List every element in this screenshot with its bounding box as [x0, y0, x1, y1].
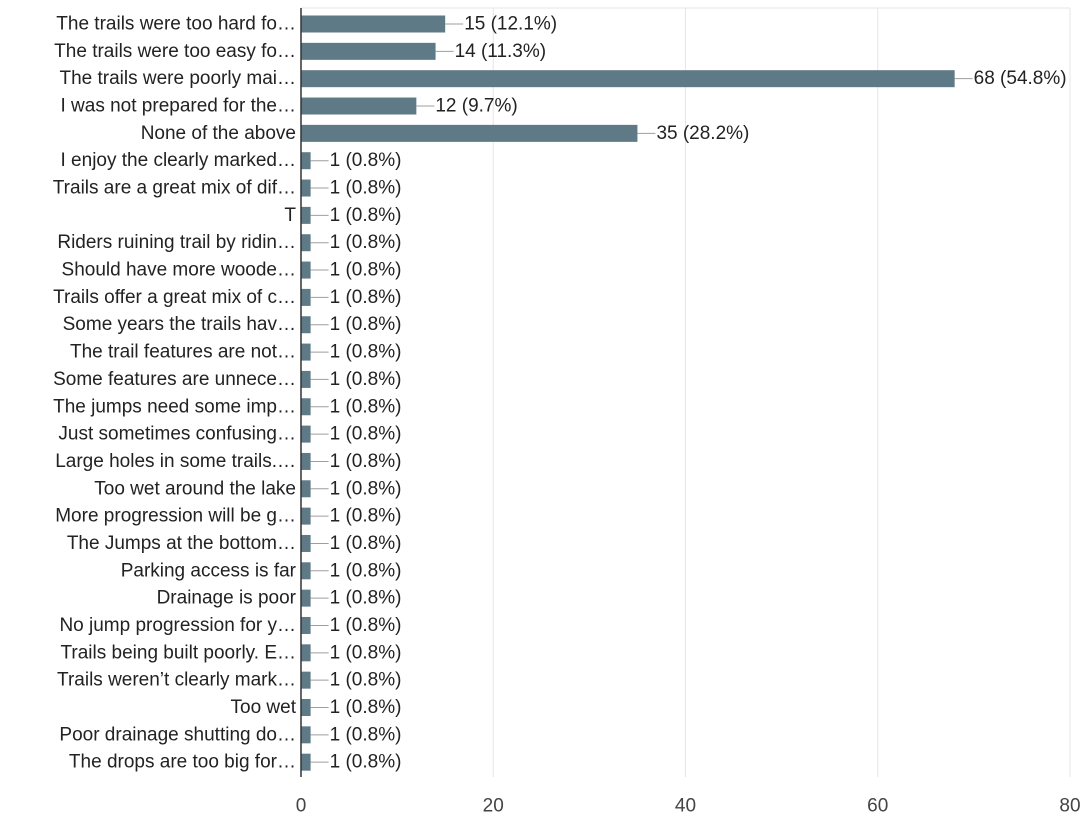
category-label: Some years the trails hav… — [63, 314, 296, 335]
value-label: 1 (0.8%) — [330, 396, 402, 417]
value-label: 1 (0.8%) — [330, 369, 402, 390]
value-label: 1 (0.8%) — [330, 506, 402, 527]
value-label: 1 (0.8%) — [330, 533, 402, 554]
category-label: Large holes in some trails.… — [55, 451, 296, 472]
value-label: 1 (0.8%) — [330, 314, 402, 335]
value-label: 35 (28.2%) — [656, 123, 749, 144]
category-label: Trails offer a great mix of c… — [53, 287, 296, 308]
bar — [301, 206, 311, 224]
bar — [301, 616, 311, 634]
value-label: 1 (0.8%) — [330, 752, 402, 773]
bar — [301, 124, 638, 142]
bar — [301, 179, 311, 197]
x-tick-label: 20 — [483, 796, 504, 817]
x-tick-label: 0 — [296, 796, 307, 817]
category-label: Poor drainage shutting do… — [59, 724, 296, 745]
bar — [301, 726, 311, 744]
value-label: 1 (0.8%) — [330, 697, 402, 718]
bar — [301, 316, 311, 334]
bar — [301, 261, 311, 279]
category-label: Too wet around the lake — [94, 478, 296, 499]
bar — [301, 480, 311, 498]
bar — [301, 753, 311, 771]
value-label: 14 (11.3%) — [455, 41, 547, 62]
category-label: No jump progression for y… — [59, 615, 296, 636]
bar — [301, 70, 955, 88]
category-label: Should have more woode… — [62, 260, 296, 281]
x-tick-label: 80 — [1059, 796, 1080, 817]
value-label: 1 (0.8%) — [330, 451, 402, 472]
bar — [301, 644, 311, 662]
value-label: 1 (0.8%) — [330, 178, 402, 199]
value-label: 15 (12.1%) — [464, 14, 557, 35]
category-label: Just sometimes confusing… — [58, 424, 296, 445]
value-label: 1 (0.8%) — [330, 642, 402, 663]
bar — [301, 97, 417, 115]
value-label: 1 (0.8%) — [330, 232, 402, 253]
bar — [301, 234, 311, 252]
category-label: I enjoy the clearly marked… — [61, 150, 297, 171]
category-label: I was not prepared for the… — [60, 96, 296, 117]
value-label: 1 (0.8%) — [330, 205, 402, 226]
category-label: Trails being built poorly. E… — [61, 642, 297, 663]
category-label: Trails are a great mix of dif… — [53, 178, 296, 199]
bar — [301, 534, 311, 552]
value-label: 1 (0.8%) — [330, 615, 402, 636]
x-tick-label: 60 — [867, 796, 888, 817]
bar — [301, 152, 311, 170]
category-label: Drainage is poor — [157, 588, 297, 609]
value-label: 1 (0.8%) — [330, 342, 402, 363]
value-label: 1 (0.8%) — [330, 287, 402, 308]
bar — [301, 562, 311, 580]
category-label: The Jumps at the bottom… — [67, 533, 296, 554]
value-label: 1 (0.8%) — [330, 478, 402, 499]
x-tick-label: 40 — [675, 796, 696, 817]
category-label: Too wet — [231, 697, 297, 718]
category-label: The trails were poorly mai… — [59, 68, 296, 89]
bar — [301, 288, 311, 306]
value-label: 1 (0.8%) — [330, 588, 402, 609]
value-label: 1 (0.8%) — [330, 560, 402, 581]
value-label: 68 (54.8%) — [974, 68, 1067, 89]
bar — [301, 452, 311, 470]
value-label: 1 (0.8%) — [330, 260, 402, 281]
bar — [301, 507, 311, 525]
category-label: The jumps need some imp… — [53, 396, 296, 417]
category-label: Parking access is far — [121, 560, 297, 581]
bar — [301, 671, 311, 689]
category-label: Some features are unnece… — [53, 369, 296, 390]
value-label: 1 (0.8%) — [330, 670, 402, 691]
bar — [301, 589, 311, 607]
bar — [301, 370, 311, 388]
category-label: The trails were too hard fo… — [56, 14, 296, 35]
category-label: The trails were too easy fo… — [54, 41, 296, 62]
value-label: 12 (9.7%) — [435, 96, 517, 117]
category-label: T — [284, 205, 296, 226]
value-label: 1 (0.8%) — [330, 424, 402, 445]
category-label: The drops are too big for… — [69, 752, 296, 773]
category-label: Riders ruining trail by ridin… — [57, 232, 296, 253]
category-label: None of the above — [141, 123, 296, 144]
bar — [301, 425, 311, 443]
bar — [301, 398, 311, 416]
bar — [301, 699, 311, 716]
category-label: Trails weren’t clearly mark… — [57, 670, 296, 691]
bar — [301, 15, 446, 33]
value-label: 1 (0.8%) — [330, 150, 402, 171]
value-label: 1 (0.8%) — [330, 724, 402, 745]
category-label: More progression will be g… — [55, 506, 296, 527]
bar — [301, 42, 436, 60]
category-label: The trail features are not… — [70, 342, 296, 363]
bar — [301, 343, 311, 361]
